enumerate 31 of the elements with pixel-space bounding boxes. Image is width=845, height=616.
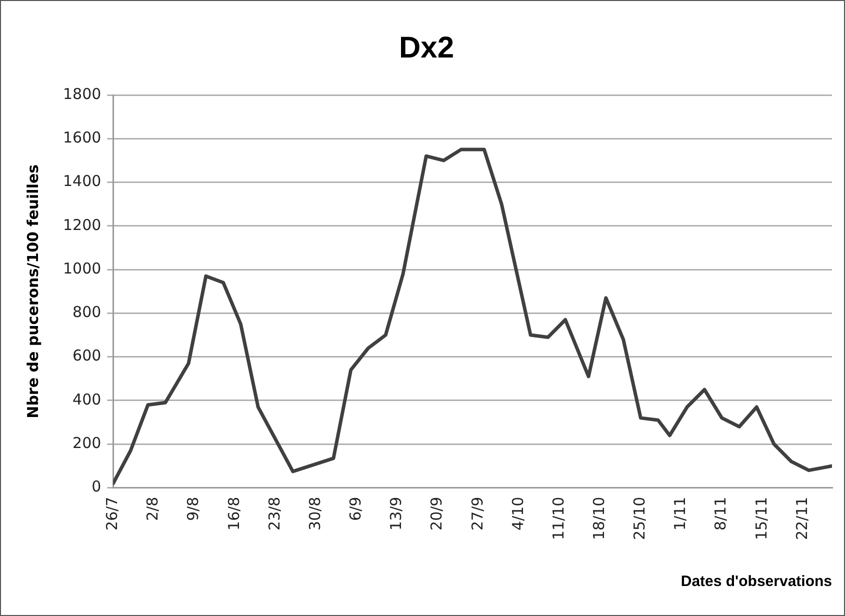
- x-tick-label: 9/8: [184, 496, 202, 521]
- y-tick-label: 1200: [62, 216, 102, 234]
- y-tick-label: 1600: [62, 128, 102, 147]
- x-tick-label: 4/10: [508, 496, 527, 530]
- x-tick-label: 22/11: [792, 496, 811, 540]
- x-tick-label: 16/8: [224, 496, 243, 530]
- y-tick-label: 600: [72, 346, 102, 365]
- x-tick-label: 20/9: [428, 496, 446, 530]
- chart-title: Dx2: [398, 31, 454, 64]
- y-tick-label: 400: [72, 390, 102, 408]
- y-tick-label: 1000: [62, 259, 102, 278]
- x-tick-label: 8/11: [712, 496, 730, 530]
- y-tick-label: 1400: [62, 172, 102, 190]
- x-tick-label: 1/11: [671, 496, 690, 530]
- y-tick-label: 800: [72, 303, 102, 322]
- x-tick-label: 13/9: [387, 496, 406, 530]
- x-tick-label: 11/10: [549, 496, 568, 540]
- x-axis-title: Dates d'observations: [680, 573, 832, 590]
- x-tick-label: 26/7: [103, 496, 122, 530]
- y-tick-label: 1800: [62, 84, 102, 103]
- x-tick-label: 6/9: [346, 496, 365, 521]
- x-tick-label: 30/8: [306, 496, 324, 530]
- x-tick-label: 23/8: [265, 496, 284, 530]
- x-tick-label: 27/9: [468, 496, 486, 530]
- y-tick-label: 0: [92, 478, 102, 496]
- y-tick-label: 200: [72, 434, 102, 452]
- x-tick-label: 18/10: [590, 496, 608, 540]
- x-tick-label: 2/8: [144, 496, 162, 521]
- x-tick-label: 25/10: [630, 496, 649, 540]
- x-tick-label: 15/11: [752, 496, 770, 540]
- y-axis-title: Nbre de pucerons/100 feuilles: [24, 164, 42, 418]
